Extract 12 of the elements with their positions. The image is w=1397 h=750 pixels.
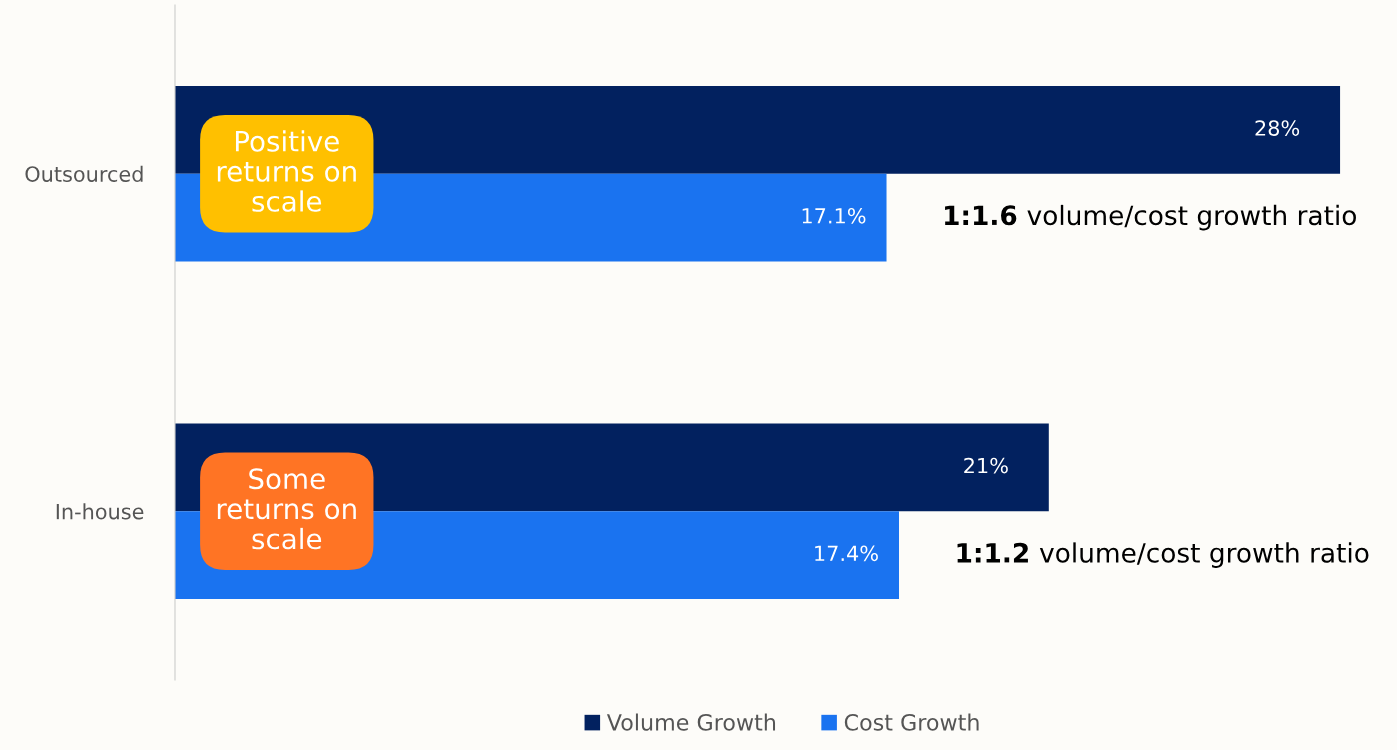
- y-tick-label: In-house: [56, 503, 144, 520]
- data-label: 17.4%: [815, 545, 878, 562]
- data-label: 28%: [1255, 120, 1300, 136]
- y-tick-label: Outsourced: [25, 165, 143, 182]
- annotation: 1:1.6 volume/cost growth ratio: [945, 204, 1356, 231]
- legend-label: Cost Growth: [844, 713, 979, 731]
- annotation: 1:1.2 volume/cost growth ratio: [957, 542, 1369, 568]
- data-label: 21%: [964, 457, 1008, 474]
- data-label: 17.1%: [802, 207, 866, 224]
- annotation: Some returns on scale: [217, 468, 356, 550]
- legend-label: Volume Growth: [606, 713, 776, 731]
- annotation: Positive returns on scale: [217, 130, 356, 212]
